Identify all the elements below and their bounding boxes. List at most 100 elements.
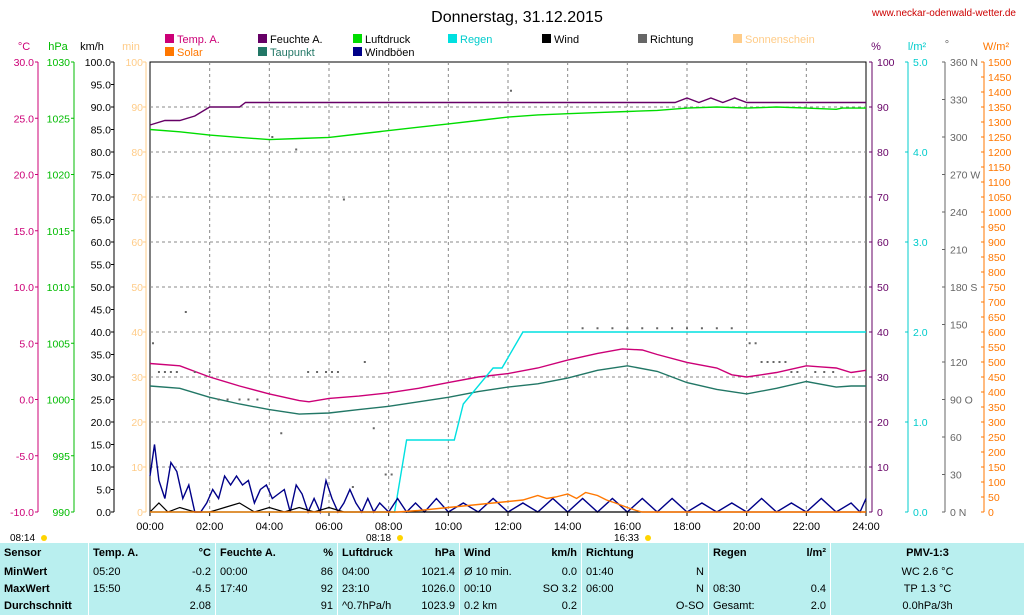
legend-label: Windböen xyxy=(365,47,415,59)
solar-tick-label: 1300 xyxy=(988,117,1012,129)
sun-markers: 08:14 08:18 16:33 xyxy=(10,533,651,543)
wind-tick-label: 80.0 xyxy=(91,147,112,159)
humidity-tick-label: 50 xyxy=(877,282,889,294)
website-link[interactable]: www.neckar-odenwald-wetter.de xyxy=(871,8,1016,19)
sunshine-tick-label: 100 xyxy=(125,57,143,69)
noon-time: 08:18 xyxy=(366,533,391,543)
weather-chart: Donnerstag, 31.12.2015 www.neckar-odenwa… xyxy=(10,8,1017,543)
stats-cell: N xyxy=(696,565,704,578)
rain-tick-label: 1.0 xyxy=(913,417,928,429)
stats-cell: 92 xyxy=(320,583,333,596)
time-tick-label: 18:00 xyxy=(673,521,701,533)
solar-tick-label: 750 xyxy=(988,282,1006,294)
stats-cell: 0.0hPa/3h xyxy=(830,597,1024,615)
sunshine-tick-label: 80 xyxy=(131,147,143,159)
richtung-point xyxy=(325,371,328,373)
wind-tick-label: 75.0 xyxy=(91,170,112,182)
wind-tick-label: 100.0 xyxy=(85,57,111,69)
chart-legend: Temp. A. Feuchte A. Luftdruck Regen Wind Rich… xyxy=(165,34,815,59)
richtung-point xyxy=(832,371,835,373)
temp-tick-label: 0.0 xyxy=(19,395,34,407)
richtung-point xyxy=(754,342,757,345)
richtung-point xyxy=(295,148,298,151)
solar-tick-label: 450 xyxy=(988,372,1006,384)
legend-label: Solar xyxy=(177,47,203,59)
direction-tick-label: 240 xyxy=(950,207,968,219)
stats-avg-row: Durchschnitt 2.08 91 ^0.7hPa/h 1023.9 0.… xyxy=(0,597,1024,615)
sunshine-tick-label: 70 xyxy=(131,192,143,204)
wind-tick-label: 40.0 xyxy=(91,327,112,339)
richtung-point xyxy=(772,361,775,363)
humidity-tick-label: 60 xyxy=(877,237,889,249)
richtung-point xyxy=(184,311,187,313)
stats-cell xyxy=(88,597,152,615)
solar-tick-label: 150 xyxy=(988,462,1006,474)
stats-cell: N xyxy=(696,583,704,596)
richtung-point xyxy=(715,327,718,330)
stats-cell: 2.0 xyxy=(810,600,826,613)
rain-tick-label: 0.0 xyxy=(913,507,928,519)
solar-tick-label: 350 xyxy=(988,402,1006,414)
axis-headers: °C hPa km/h min % l/m² ° W/m² xyxy=(18,39,1010,53)
wind-tick-label: 35.0 xyxy=(91,350,112,362)
solar-tick-label: 650 xyxy=(988,312,1006,324)
richtung-point xyxy=(641,327,644,330)
rain-tick-label: 3.0 xyxy=(913,237,928,249)
temp-tick-label: 25.0 xyxy=(14,113,35,125)
time-tick-label: 08:00 xyxy=(375,521,403,533)
legend-label: Temp. A. xyxy=(177,34,220,46)
pressure-tick-label: 1000 xyxy=(47,395,71,407)
sunshine-tick-label: 0 xyxy=(137,507,143,519)
legend-label: Regen xyxy=(460,34,492,46)
sunshine-tick-label: 20 xyxy=(131,417,143,429)
richtung-point xyxy=(784,361,787,363)
solar-tick-label: 600 xyxy=(988,327,1006,339)
wind-tick-label: 10.0 xyxy=(91,462,112,474)
luftdruck-line xyxy=(149,106,866,141)
richtung-point xyxy=(175,371,178,373)
legend-swatch xyxy=(638,34,647,43)
richtung-point xyxy=(316,371,319,373)
wind-tick-label: 70.0 xyxy=(91,192,112,204)
stats-cell xyxy=(581,597,645,615)
richtung-point xyxy=(686,327,688,330)
stats-cell: 0.0 xyxy=(561,565,577,578)
richtung-point xyxy=(238,398,241,401)
legend-label: Sonnenschein xyxy=(745,34,815,46)
richtung-point xyxy=(271,136,274,138)
wind-axis-unit: km/h xyxy=(80,41,104,53)
rain-tick-label: 5.0 xyxy=(913,57,928,69)
time-tick-label: 16:00 xyxy=(614,521,642,533)
solar-tick-label: 550 xyxy=(988,342,1006,354)
stats-cell: Gesamt: xyxy=(708,597,772,615)
wind-tick-label: 20.0 xyxy=(91,417,112,429)
solar-tick-label: 1200 xyxy=(988,147,1012,159)
richtung-point xyxy=(363,361,366,363)
stats-max-row: MaxWert 15:50 4.5 17:40 92 23:10 1026.0 … xyxy=(0,580,1024,598)
solar-tick-label: 0 xyxy=(988,507,994,519)
chart-series xyxy=(149,89,867,515)
feuchte-a-line xyxy=(149,97,866,126)
stats-cell: 2.08 xyxy=(189,600,211,613)
solar-tick-label: 1150 xyxy=(988,162,1011,174)
stats-cell: 00:00 xyxy=(215,563,284,581)
richtung-point xyxy=(823,371,826,373)
direction-axis-unit: ° xyxy=(945,39,949,51)
richtung-point xyxy=(730,327,733,330)
stats-cell: 0.2 km xyxy=(459,597,523,615)
direction-tick-label: 0 N xyxy=(950,507,966,519)
stats-temp-header: Temp. A. xyxy=(88,543,152,564)
sunshine-tick-label: 40 xyxy=(131,327,143,339)
richtung-point xyxy=(778,361,781,363)
humidity-tick-label: 40 xyxy=(877,327,889,339)
sunrise-icon xyxy=(41,535,47,541)
time-tick-label: 10:00 xyxy=(435,521,463,533)
stats-cell: 08:30 xyxy=(708,580,772,598)
stats-cell: 15:50 xyxy=(88,580,152,598)
solar-tick-label: 100 xyxy=(988,477,1006,489)
stats-cell xyxy=(708,563,772,581)
stats-cell: 06:00 xyxy=(581,580,645,598)
sunshine-axis-unit: min xyxy=(122,41,140,53)
pressure-tick-label: 990 xyxy=(52,507,70,519)
windb-en-line xyxy=(149,444,867,515)
